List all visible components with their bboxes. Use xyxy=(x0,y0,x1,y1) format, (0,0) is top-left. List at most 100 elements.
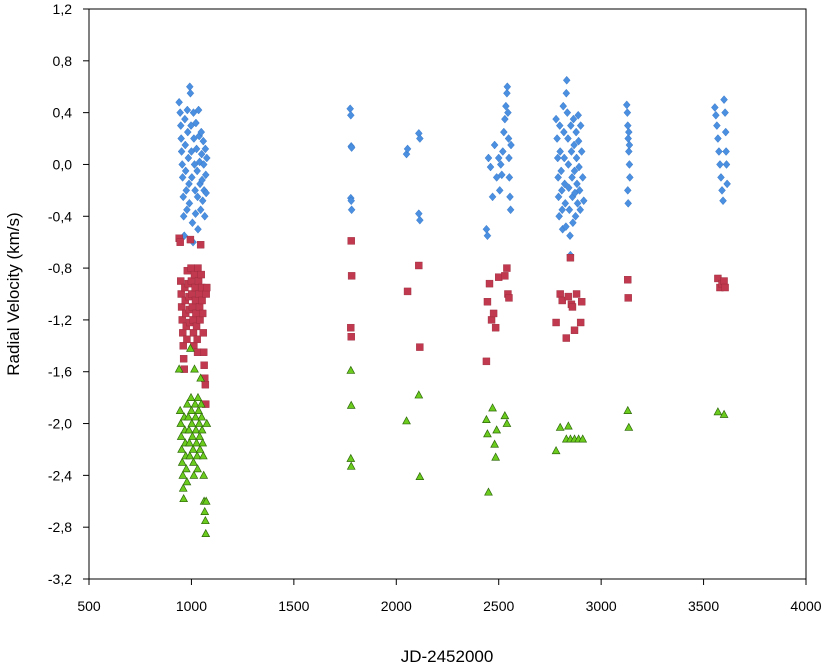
data-point-triangle xyxy=(178,470,188,479)
data-point-triangle xyxy=(713,407,723,416)
data-point-diamond xyxy=(723,179,731,189)
data-point-triangle xyxy=(551,446,561,455)
data-point-diamond xyxy=(177,121,185,130)
data-point-diamond xyxy=(202,188,210,198)
data-point-diamond xyxy=(197,127,206,137)
data-point-diamond xyxy=(553,134,561,143)
data-point-diamond xyxy=(565,183,573,193)
data-point-triangle xyxy=(185,451,195,460)
data-point-diamond xyxy=(575,162,583,172)
data-point-diamond xyxy=(192,118,200,128)
data-point-diamond xyxy=(490,140,499,150)
data-point-diamond xyxy=(504,134,513,143)
data-point-diamond xyxy=(574,110,582,120)
data-point-square xyxy=(177,277,185,285)
x-axis: 500 1000 1500 2000 2500 3000 3500 4000 xyxy=(77,579,822,614)
data-point-square xyxy=(193,335,201,344)
data-point-diamond xyxy=(181,140,190,150)
data-point-diamond xyxy=(715,147,723,156)
data-point-diamond xyxy=(575,186,584,195)
data-point-square xyxy=(485,279,494,288)
data-point-square xyxy=(347,323,355,332)
data-point-triangle xyxy=(174,364,184,373)
data-point-diamond xyxy=(191,186,199,195)
series-square xyxy=(175,234,729,408)
data-point-triangle xyxy=(186,392,196,401)
data-point-triangle xyxy=(195,444,205,453)
y-tick-label: -2,8 xyxy=(48,519,72,535)
data-point-triangle xyxy=(346,461,356,470)
data-point-diamond xyxy=(505,173,514,182)
data-point-diamond xyxy=(561,199,570,208)
data-point-square xyxy=(188,290,196,298)
x-tick-label: 2500 xyxy=(483,598,514,614)
data-point-square xyxy=(576,318,585,327)
data-point-diamond xyxy=(177,147,186,156)
data-point-triangle xyxy=(500,411,510,420)
data-point-diamond xyxy=(558,205,566,215)
x-tick-label: 500 xyxy=(77,598,101,614)
data-point-diamond xyxy=(194,105,203,115)
data-point-triangle xyxy=(178,483,188,492)
series-diamond xyxy=(175,75,731,260)
data-point-diamond xyxy=(624,199,632,208)
data-point-triangle xyxy=(194,418,204,427)
data-point-diamond xyxy=(576,205,585,215)
data-point-diamond xyxy=(721,127,730,137)
data-point-diamond xyxy=(183,127,192,137)
data-point-square xyxy=(491,323,500,332)
data-point-triangle xyxy=(623,405,633,414)
data-point-triangle xyxy=(195,431,205,440)
data-point-diamond xyxy=(569,114,578,124)
data-point-diamond xyxy=(187,147,196,156)
data-point-diamond xyxy=(181,114,189,124)
data-point-diamond xyxy=(557,166,565,176)
data-point-triangle xyxy=(563,421,573,430)
data-point-triangle xyxy=(201,496,211,505)
data-point-triangle xyxy=(192,438,201,447)
data-point-square xyxy=(624,276,632,284)
data-point-triangle xyxy=(415,471,425,481)
y-tick-label: -2,0 xyxy=(48,416,72,432)
data-point-square xyxy=(720,277,728,285)
data-point-diamond xyxy=(176,108,184,117)
data-point-diamond xyxy=(565,205,574,215)
data-point-square xyxy=(178,316,186,324)
data-point-square xyxy=(577,298,586,306)
data-point-square xyxy=(194,277,203,285)
data-point-triangle xyxy=(184,425,194,434)
data-point-square xyxy=(197,270,205,279)
data-point-diamond xyxy=(568,173,576,182)
data-point-square xyxy=(186,235,195,244)
y-axis-title: Radial Velocity (km/s) xyxy=(4,212,23,375)
data-point-square xyxy=(202,290,210,298)
data-point-diamond xyxy=(193,192,202,202)
y-axis: 1,2 0,8 0,4 0,0 -0,4 -0,8 -1,2 -1,6 -2,0 -2,4 -2,8… xyxy=(48,1,89,587)
data-point-diamond xyxy=(576,121,585,130)
data-point-diamond xyxy=(720,95,728,104)
data-point-square xyxy=(177,290,185,298)
data-point-square xyxy=(196,316,204,324)
data-point-diamond xyxy=(178,173,187,182)
data-point-square xyxy=(556,290,564,298)
data-point-triangle xyxy=(488,403,497,412)
data-point-diamond xyxy=(625,127,633,137)
data-point-square xyxy=(721,283,729,292)
data-point-triangle xyxy=(483,429,492,438)
data-point-triangle xyxy=(176,431,186,440)
data-point-diamond xyxy=(494,153,503,163)
data-point-square xyxy=(505,294,513,302)
data-point-square xyxy=(179,342,187,350)
data-point-triangle xyxy=(190,364,199,373)
data-point-square xyxy=(566,254,575,262)
data-point-triangle xyxy=(194,405,203,414)
data-point-diamond xyxy=(553,153,562,163)
data-point-diamond xyxy=(718,186,726,195)
data-point-diamond xyxy=(416,215,424,225)
data-point-diamond xyxy=(178,160,186,169)
data-point-diamond xyxy=(625,140,634,150)
data-point-square xyxy=(347,272,356,280)
data-point-diamond xyxy=(559,101,568,111)
data-point-diamond xyxy=(560,179,569,189)
data-point-square xyxy=(195,303,204,311)
